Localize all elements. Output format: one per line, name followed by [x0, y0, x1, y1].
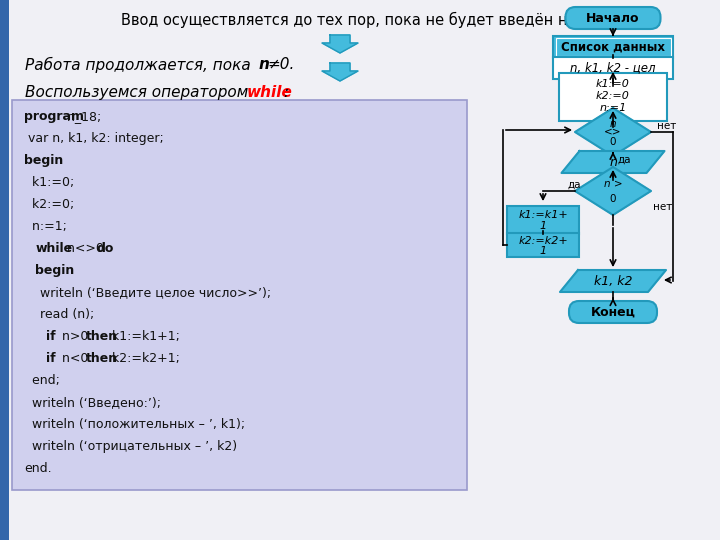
Text: Работа продолжается, пока: Работа продолжается, пока	[25, 57, 256, 73]
FancyBboxPatch shape	[565, 7, 660, 29]
Text: k1, k2: k1, k2	[594, 274, 632, 287]
Text: k1:=k1+1;: k1:=k1+1;	[108, 330, 180, 343]
Text: end;: end;	[24, 374, 60, 387]
Text: n, k1, k2 - цел: n, k1, k2 - цел	[570, 62, 656, 75]
Text: n: n	[259, 57, 270, 72]
Text: program: program	[24, 110, 84, 123]
Text: var n, k1, k2: integer;: var n, k1, k2: integer;	[24, 132, 163, 145]
Text: да: да	[618, 155, 631, 165]
Text: нет: нет	[657, 121, 676, 131]
FancyBboxPatch shape	[569, 301, 657, 323]
Text: 1: 1	[539, 221, 546, 231]
Bar	[0, 0, 9, 540]
Text: 0: 0	[610, 194, 616, 204]
Text: Список данных: Список данных	[561, 40, 665, 53]
Text: n<0: n<0	[58, 352, 92, 365]
Polygon shape	[575, 108, 651, 156]
Text: нет: нет	[653, 202, 672, 212]
Text: writeln (‘отрицательных – ’, k2): writeln (‘отрицательных – ’, k2)	[24, 440, 237, 453]
Text: writeln (‘Введите целое число>>’);: writeln (‘Введите целое число>>’);	[24, 286, 271, 299]
Text: k1:=k1+: k1:=k1+	[518, 210, 568, 220]
Text: :: :	[283, 85, 288, 100]
Text: writeln (‘положительных – ’, k1);: writeln (‘положительных – ’, k1);	[24, 418, 245, 431]
Bar	[556, 38, 670, 56]
Text: Начало: Начало	[586, 11, 640, 24]
Text: k2:=k2+1;: k2:=k2+1;	[108, 352, 180, 365]
Text: while: while	[35, 242, 72, 255]
Polygon shape	[560, 270, 666, 292]
Bar	[553, 36, 673, 58]
Bar	[12, 100, 467, 490]
Bar	[559, 73, 667, 121]
Text: read (n);: read (n);	[24, 308, 94, 321]
Text: writeln (‘Введено:’);: writeln (‘Введено:’);	[24, 396, 161, 409]
Text: n_18;: n_18;	[63, 110, 102, 123]
Polygon shape	[575, 167, 651, 215]
Text: while: while	[247, 85, 293, 100]
Text: да: да	[567, 180, 580, 190]
Text: 0: 0	[610, 137, 616, 147]
Text: ≠0.: ≠0.	[267, 57, 294, 72]
Text: n:=1: n:=1	[599, 103, 626, 113]
Text: n<>0: n<>0	[63, 242, 108, 255]
Text: do: do	[96, 242, 114, 255]
Polygon shape	[322, 35, 358, 53]
Text: end.: end.	[24, 462, 52, 475]
Bar	[507, 233, 579, 257]
Text: k2:=0;: k2:=0;	[24, 198, 74, 211]
Polygon shape	[322, 63, 358, 81]
Bar	[507, 206, 579, 234]
Text: k2:=k2+: k2:=k2+	[518, 236, 568, 246]
Text: begin: begin	[35, 264, 74, 277]
Text: if: if	[46, 352, 56, 365]
Text: begin: begin	[24, 154, 63, 167]
Bar	[553, 57, 673, 79]
Text: n: n	[609, 156, 617, 168]
Text: k1:=0;: k1:=0;	[24, 176, 74, 189]
Text: then: then	[86, 352, 118, 365]
Text: 1: 1	[539, 246, 546, 256]
Text: Воспользуемся оператором: Воспользуемся оператором	[25, 85, 253, 100]
Text: n:=1;: n:=1;	[24, 220, 67, 233]
Text: n >: n >	[603, 179, 622, 189]
Text: Ввод осуществляется до тех пор, пока не будет введён ноль.: Ввод осуществляется до тех пор, пока не …	[121, 12, 599, 28]
Text: n: n	[610, 119, 616, 129]
Text: n>0: n>0	[58, 330, 92, 343]
Text: then: then	[86, 330, 118, 343]
Text: <>: <>	[604, 127, 622, 137]
Text: Конец: Конец	[590, 306, 636, 319]
Text: k2:=0: k2:=0	[596, 91, 630, 101]
Text: if: if	[46, 330, 56, 343]
Polygon shape	[562, 151, 665, 173]
Text: k1:=0: k1:=0	[596, 79, 630, 89]
